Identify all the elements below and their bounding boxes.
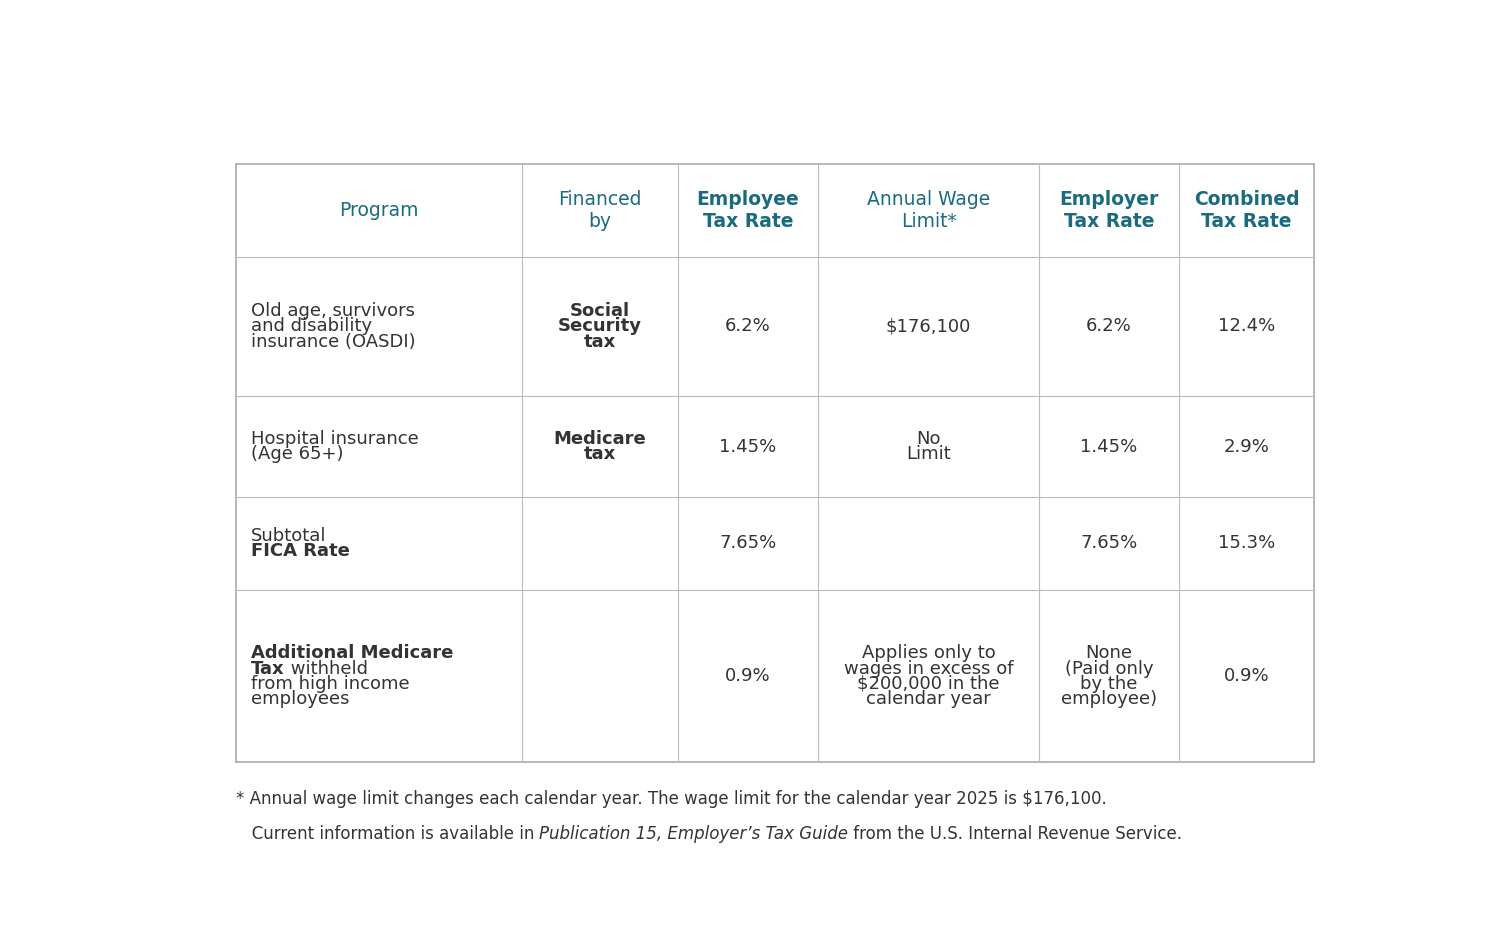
Text: tax: tax: [584, 333, 615, 350]
Text: Social: Social: [570, 302, 631, 320]
Text: 0.9%: 0.9%: [1223, 667, 1270, 685]
Text: and disability: and disability: [251, 317, 372, 335]
Text: 1.45%: 1.45%: [720, 438, 777, 456]
Text: wages in excess of: wages in excess of: [844, 659, 1013, 677]
Text: by the: by the: [1081, 674, 1139, 692]
Text: 12.4%: 12.4%: [1219, 317, 1275, 335]
Text: $200,000 in the: $200,000 in the: [857, 674, 999, 692]
Text: Employer
Tax Rate: Employer Tax Rate: [1060, 189, 1158, 231]
Text: * Annual wage limit changes each calendar year. The wage limit for the calendar : * Annual wage limit changes each calenda…: [236, 789, 1107, 808]
Text: No: No: [916, 430, 940, 448]
Text: 1.45%: 1.45%: [1081, 438, 1137, 456]
Text: None: None: [1086, 644, 1132, 662]
Text: Tax: Tax: [251, 659, 284, 677]
Text: Hospital insurance: Hospital insurance: [251, 430, 419, 448]
Text: Program: Program: [339, 201, 419, 219]
Text: 7.65%: 7.65%: [720, 534, 777, 552]
Text: 15.3%: 15.3%: [1219, 534, 1275, 552]
Text: Current information is available in: Current information is available in: [236, 824, 540, 842]
Text: Financed
by: Financed by: [558, 189, 641, 231]
Text: 2.9%: 2.9%: [1223, 438, 1270, 456]
Text: Publication 15, Employer’s Tax Guide: Publication 15, Employer’s Tax Guide: [540, 824, 848, 842]
Text: 0.9%: 0.9%: [726, 667, 771, 685]
Text: Old age, survivors: Old age, survivors: [251, 302, 416, 320]
Text: Medicare: Medicare: [553, 430, 646, 448]
Text: employees: employees: [251, 690, 349, 708]
Text: calendar year: calendar year: [866, 690, 990, 708]
Text: 6.2%: 6.2%: [726, 317, 771, 335]
Text: from high income: from high income: [251, 674, 410, 692]
Text: 6.2%: 6.2%: [1086, 317, 1132, 335]
Text: Combined
Tax Rate: Combined Tax Rate: [1194, 189, 1299, 231]
Text: (Paid only: (Paid only: [1064, 659, 1154, 677]
Text: Limit: Limit: [906, 446, 951, 463]
Text: insurance (OASDI): insurance (OASDI): [251, 333, 416, 350]
Text: 7.65%: 7.65%: [1081, 534, 1137, 552]
Text: $176,100: $176,100: [886, 317, 971, 335]
Text: withheld: withheld: [284, 659, 367, 677]
Text: employee): employee): [1061, 690, 1157, 708]
Text: Applies only to: Applies only to: [862, 644, 995, 662]
Text: Subtotal: Subtotal: [251, 527, 327, 544]
Text: from the U.S. Internal Revenue Service.: from the U.S. Internal Revenue Service.: [848, 824, 1182, 842]
Text: Additional Medicare: Additional Medicare: [251, 644, 454, 662]
Text: FICA Rate: FICA Rate: [251, 542, 349, 560]
Text: (Age 65+): (Age 65+): [251, 446, 343, 463]
Text: Security: Security: [558, 317, 641, 335]
Text: Employee
Tax Rate: Employee Tax Rate: [697, 189, 800, 231]
Text: tax: tax: [584, 446, 615, 463]
Text: Annual Wage
Limit*: Annual Wage Limit*: [866, 189, 990, 231]
